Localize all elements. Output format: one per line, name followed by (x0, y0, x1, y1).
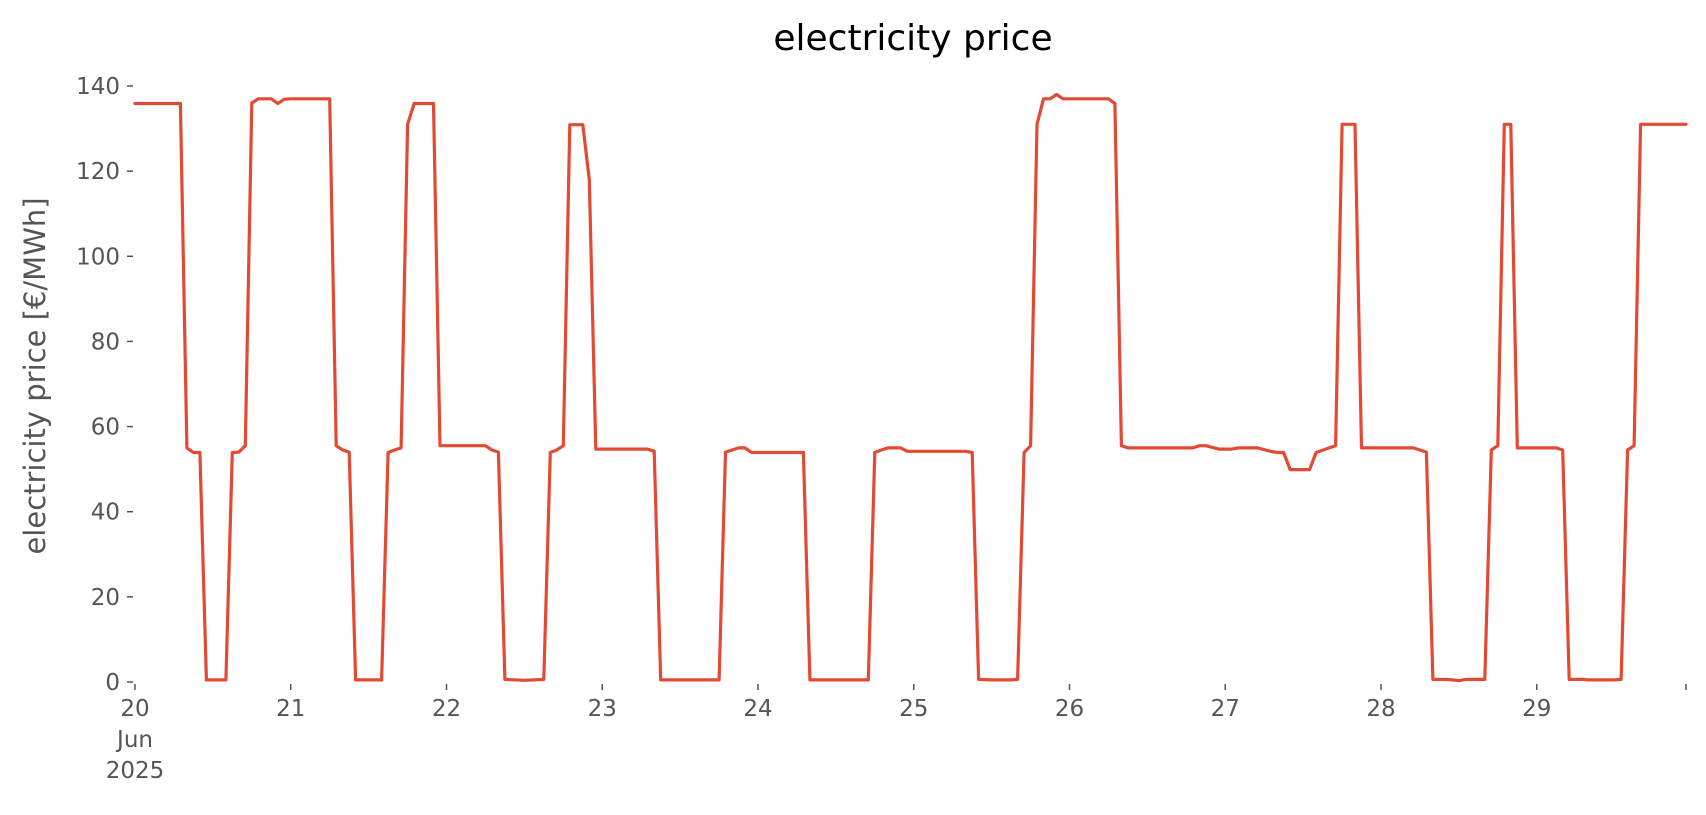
x-tick-label: 29 (1522, 696, 1551, 722)
x-tick-label: 20 (120, 696, 149, 722)
x-tick-label: 22 (432, 696, 461, 722)
plot-area (133, 92, 1688, 683)
y-tick-label: 0 (105, 670, 120, 696)
x-tick-label: 26 (1055, 696, 1084, 722)
chart-title: electricity price (773, 18, 1052, 59)
x-tick-label: 2025 (106, 758, 165, 784)
y-tick-label: 40 (91, 500, 120, 526)
x-tick-label: 27 (1211, 696, 1240, 722)
y-tick-label: 120 (76, 159, 120, 185)
y-tick-label: 80 (91, 329, 120, 355)
x-tick-label: 24 (743, 696, 772, 722)
y-tick-label: 140 (76, 74, 120, 100)
x-tick-label: 21 (276, 696, 305, 722)
x-tick-label: Jun (115, 727, 153, 753)
x-axis: 20 Jun 2025 21 22 23 24 25 26 27 28 29 (106, 684, 1687, 784)
y-tick-label: 100 (76, 244, 120, 270)
y-axis: 0 20 40 60 80 100 120 140 (76, 74, 133, 696)
y-tick-label: 60 (91, 415, 120, 441)
x-tick-label: 25 (899, 696, 928, 722)
y-tick-label: 20 (91, 585, 120, 611)
y-axis-label: electricity price [€/MWh] (18, 197, 52, 554)
series-line (133, 92, 1688, 683)
x-tick-label: 23 (588, 696, 617, 722)
x-tick-label: 28 (1366, 696, 1395, 722)
